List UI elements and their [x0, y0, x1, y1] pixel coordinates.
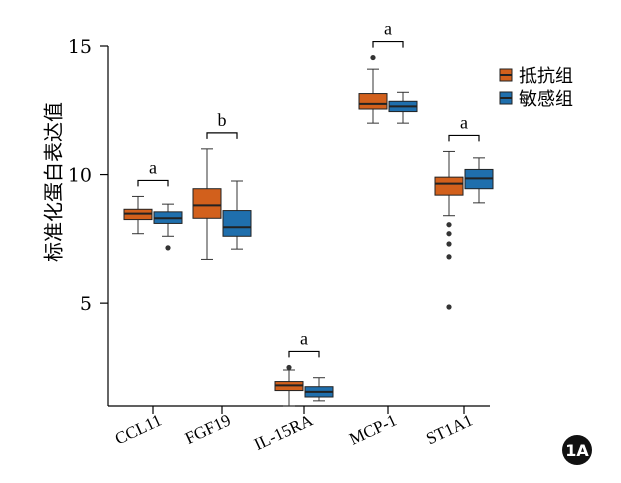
- x-tick-label: ST1A1: [423, 410, 476, 448]
- legend: 抵抗组 敏感组: [499, 66, 573, 110]
- significance-brackets: a b a a a: [137, 19, 480, 358]
- significance-label: a: [460, 112, 468, 132]
- x-tick-label: IL-15RA: [251, 410, 316, 454]
- box-fgf19-resistant: [192, 148, 222, 260]
- y-ticks: 5 10 15: [68, 36, 108, 315]
- box-iqr: [358, 93, 388, 110]
- legend-item-resistant: 抵抗组: [499, 66, 573, 87]
- figure-badge: 1A: [562, 435, 592, 465]
- significance-label: a: [300, 328, 308, 348]
- legend-label-sensitive: 敏感组: [519, 89, 573, 110]
- y-axis-label: 标准化蛋白表达值: [42, 102, 66, 262]
- box-st1a1-sensitive: [464, 157, 494, 204]
- box-iqr: [434, 176, 464, 196]
- legend-label-resistant: 抵抗组: [519, 66, 573, 87]
- box-mcp-1-sensitive: [388, 91, 418, 124]
- figure-badge-label: 1A: [565, 441, 589, 460]
- outlier-point: [446, 254, 452, 260]
- box-ccl11-resistant: [123, 195, 153, 235]
- box-ccl11-sensitive: [153, 203, 183, 251]
- significance-label: b: [218, 110, 227, 130]
- outlier-point: [446, 222, 452, 228]
- y-tick-label: 10: [68, 165, 92, 187]
- outlier-point: [165, 245, 171, 251]
- outlier-point: [370, 54, 376, 61]
- axes: [107, 46, 490, 407]
- significance-bracket: [372, 40, 404, 48]
- outlier-point: [446, 241, 452, 247]
- outlier-point: [446, 304, 452, 310]
- significance-label: a: [149, 157, 157, 177]
- box-il-15ra-resistant: [274, 364, 304, 407]
- box-st1a1-resistant: [434, 150, 464, 310]
- significance-bracket: [288, 350, 320, 358]
- box-il-15ra-sensitive: [304, 377, 334, 402]
- significance-label: a: [384, 19, 392, 39]
- y-tick-label: 15: [68, 36, 92, 58]
- box-mcp-1-resistant: [358, 54, 388, 124]
- significance-bracket: [206, 132, 238, 139]
- outlier-point: [446, 231, 452, 237]
- x-tick-label: FGF19: [182, 410, 234, 448]
- y-tick-label: 5: [80, 293, 92, 315]
- significance-bracket: [448, 134, 480, 142]
- box-iqr: [192, 188, 222, 219]
- x-ticks: CCL11 FGF19 IL-15RA MCP-1 ST1A1: [112, 406, 476, 454]
- significance-bracket: [137, 179, 169, 187]
- box-fgf19-sensitive: [222, 180, 252, 250]
- x-tick-label: MCP-1: [346, 410, 399, 448]
- box-iqr: [222, 210, 252, 237]
- x-tick-label: CCL11: [112, 410, 165, 448]
- outlier-point: [286, 364, 292, 371]
- figure-badge-circle: [562, 435, 592, 465]
- box-groups: [123, 54, 494, 407]
- legend-item-sensitive: 敏感组: [499, 89, 573, 110]
